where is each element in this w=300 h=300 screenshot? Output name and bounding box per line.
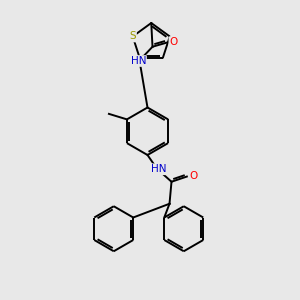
Text: HN: HN: [130, 56, 146, 66]
Text: HN: HN: [151, 164, 166, 174]
Text: S: S: [129, 32, 136, 41]
Text: O: O: [189, 171, 197, 181]
Text: O: O: [169, 37, 178, 47]
